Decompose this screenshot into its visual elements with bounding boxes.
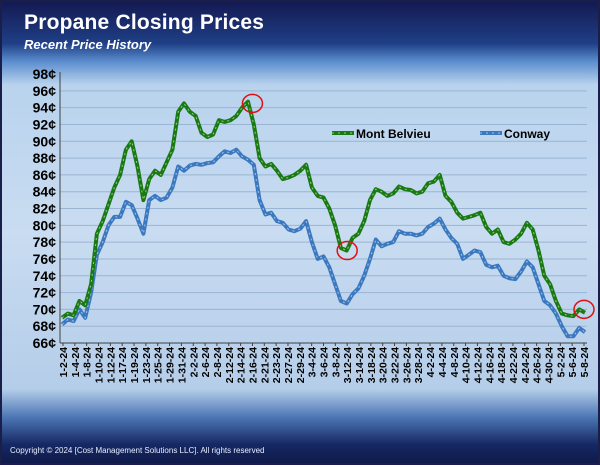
page-subtitle: Recent Price History	[24, 37, 152, 52]
y-tick-label: 66¢	[33, 335, 57, 351]
x-tick-label: 1-19-24	[129, 347, 141, 383]
x-tick-label: 1-2-24	[58, 347, 70, 378]
x-tick-label: 1-12-24	[105, 347, 117, 383]
y-axis: 66¢68¢70¢72¢74¢76¢78¢80¢82¢84¢86¢88¢90¢9…	[33, 66, 61, 351]
y-tick-label: 76¢	[33, 251, 57, 267]
legend-conway: Conway	[480, 127, 550, 141]
x-tick-label: 4-24-24	[520, 347, 532, 383]
x-tick-label: 3-26-24	[401, 347, 413, 383]
legend-label: Mont Belvieu	[356, 127, 431, 141]
y-tick-label: 92¢	[33, 116, 57, 132]
x-tick-label: 4-22-24	[508, 347, 520, 383]
highlight-circle	[241, 93, 264, 114]
x-tick-label: 3-14-24	[354, 347, 366, 383]
x-tick-label: 1-8-24	[82, 347, 94, 378]
x-tick-label: 5-8-24	[579, 347, 591, 378]
x-tick-label: 2-21-24	[259, 347, 271, 383]
x-tick-label: 4-16-24	[484, 347, 496, 383]
y-tick-label: 82¢	[33, 201, 57, 217]
highlight-circle	[336, 240, 358, 261]
x-tick-label: 4-12-24	[472, 347, 484, 383]
highlight-circles	[241, 93, 595, 320]
mont-belvieu-line-marker-dots	[61, 100, 586, 319]
page-title: Propane Closing Prices	[24, 11, 265, 34]
x-tick-label: 3-20-24	[378, 347, 390, 383]
x-tick-label: 2-29-24	[295, 347, 307, 383]
x-axis: 1-2-24 1-4-24 1-8-24 1-10-24 1-12-24 1-17-24 1…	[58, 342, 591, 383]
y-tick-label: 94¢	[33, 100, 57, 116]
x-tick-label: 4-30-24	[543, 347, 555, 383]
y-tick-label: 86¢	[33, 167, 57, 183]
legend-mont-belvieu: Mont Belvieu	[332, 127, 431, 141]
x-tick-label: 4-4-24	[437, 347, 449, 378]
x-tick-label: 3-12-24	[342, 347, 354, 383]
highlight-circle	[573, 299, 595, 320]
x-tick-label: 4-18-24	[496, 347, 508, 383]
x-tick-label: 2-2-24	[188, 347, 200, 378]
legend-label: Conway	[504, 127, 550, 141]
x-tick-label: 4-8-24	[449, 347, 461, 378]
x-tick-label: 5-6-24	[567, 347, 579, 378]
x-tick-label: 3-28-24	[413, 347, 425, 383]
x-tick-label: 1-23-24	[141, 347, 153, 383]
x-tick-label: 2-14-24	[236, 347, 248, 383]
y-tick-label: 88¢	[33, 150, 57, 166]
x-tick-label: 1-31-24	[176, 347, 188, 383]
x-tick-label: 2-6-24	[200, 347, 212, 378]
x-tick-label: 5-2-24	[555, 347, 567, 378]
x-tick-label: 1-29-24	[165, 347, 177, 383]
x-tick-label: 1-17-24	[117, 347, 129, 383]
x-tick-label: 2-27-24	[283, 347, 295, 383]
x-tick-label: 3-8-24	[330, 347, 342, 378]
series-lines	[60, 99, 587, 339]
x-tick-label: 1-4-24	[70, 347, 82, 378]
y-tick-label: 98¢	[33, 66, 57, 82]
y-tick-label: 78¢	[33, 234, 57, 250]
x-tick-label: 3-4-24	[307, 347, 319, 378]
x-tick-label: 2-23-24	[271, 347, 283, 383]
x-tick-label: 4-2-24	[425, 347, 437, 378]
x-tick-label: 1-10-24	[94, 347, 106, 383]
x-tick-label: 2-12-24	[224, 347, 236, 383]
legend: Mont Belvieu Conway	[332, 127, 550, 141]
y-tick-label: 72¢	[33, 285, 57, 301]
grid-lines	[60, 73, 587, 344]
y-tick-label: 90¢	[33, 133, 57, 149]
y-tick-label: 80¢	[33, 217, 57, 233]
y-tick-label: 70¢	[33, 301, 57, 317]
y-tick-label: 68¢	[33, 318, 57, 334]
y-tick-label: 84¢	[33, 184, 57, 200]
x-tick-label: 3-6-24	[319, 347, 331, 378]
x-tick-label: 2-16-24	[247, 347, 259, 383]
y-tick-label: 74¢	[33, 268, 57, 284]
x-tick-label: 2-8-24	[212, 347, 224, 378]
x-tick-label: 4-10-24	[461, 347, 473, 383]
x-tick-label: 1-25-24	[153, 347, 165, 383]
y-tick-label: 96¢	[33, 83, 57, 99]
conway-line	[60, 147, 587, 339]
copyright-notice: Copyright © 2024 [Cost Management Soluti…	[10, 446, 265, 455]
x-tick-label: 4-26-24	[532, 347, 544, 383]
x-tick-label: 3-22-24	[390, 347, 402, 383]
x-tick-label: 3-18-24	[366, 347, 378, 383]
